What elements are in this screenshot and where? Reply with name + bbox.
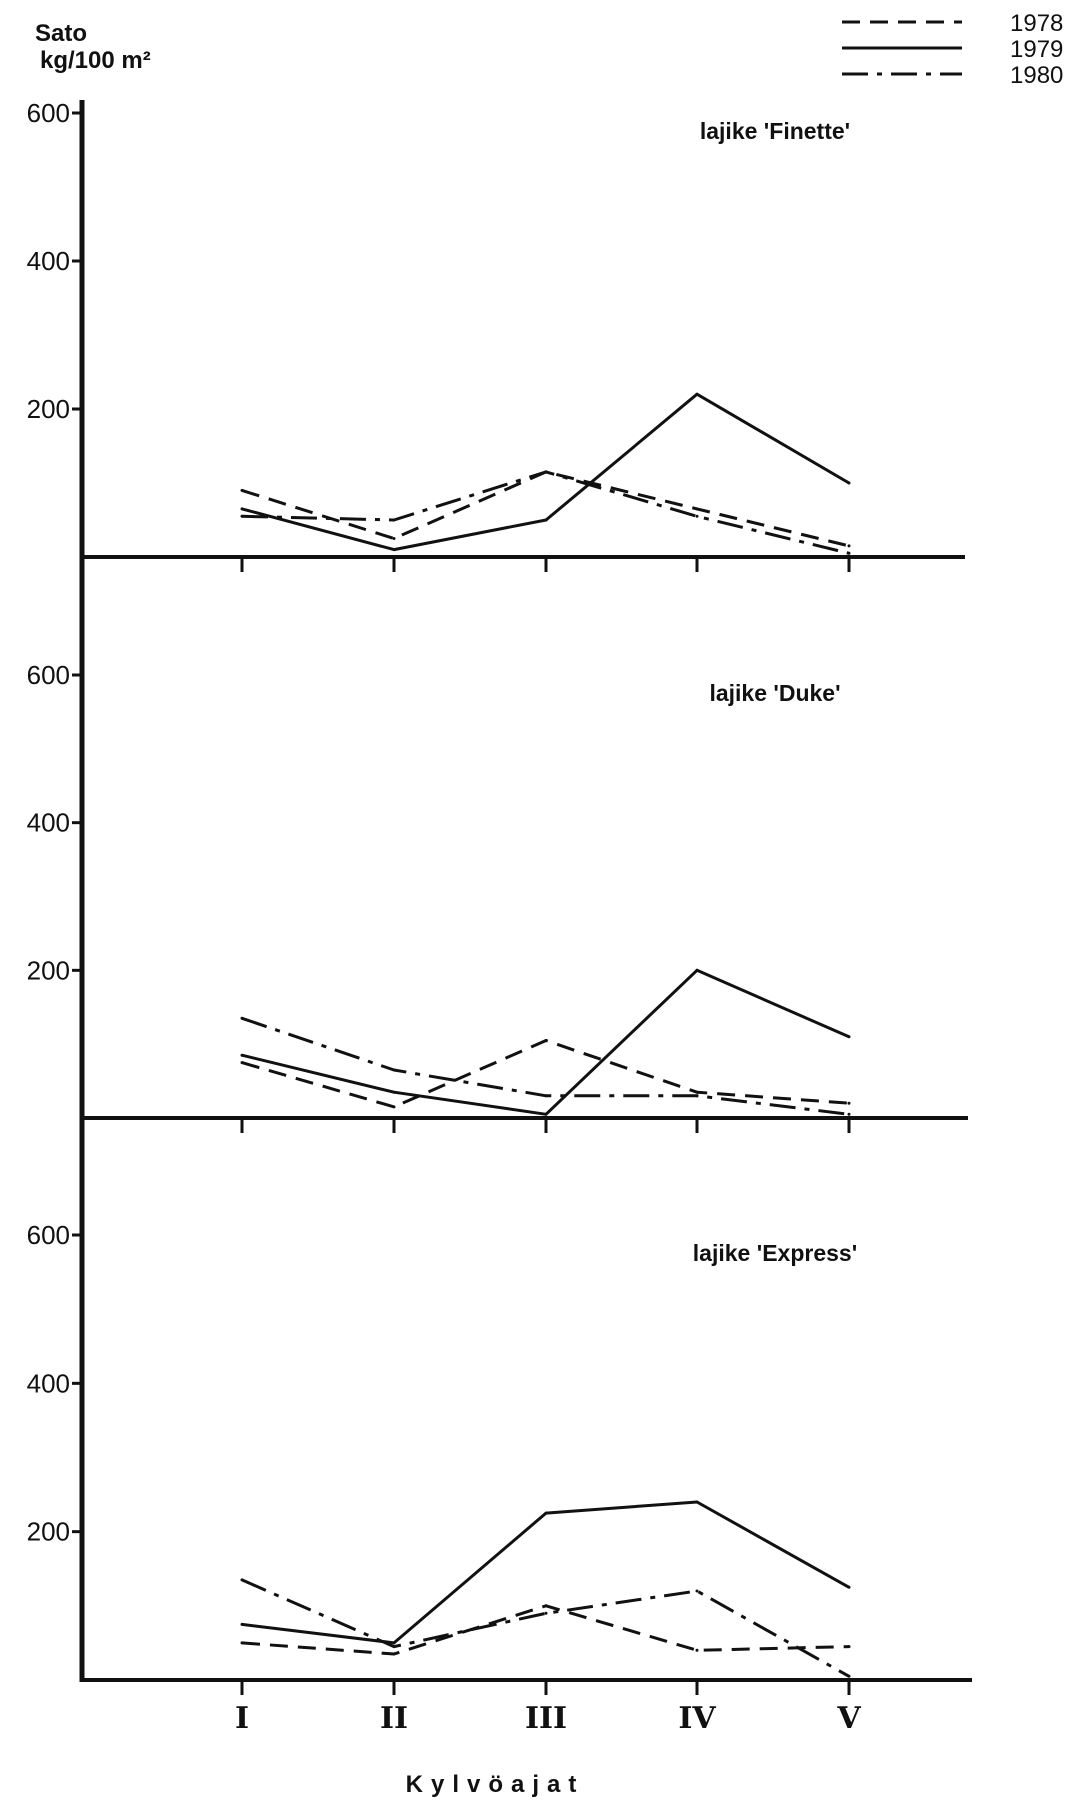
data-point-1980-III — [544, 1094, 548, 1098]
data-point-1979-IV — [695, 1500, 699, 1504]
data-point-1979-V — [847, 1585, 851, 1589]
data-point-1978-II — [392, 1105, 396, 1109]
panel-1: 200 400 600 lajike 'Finette' — [27, 98, 965, 572]
data-point-1979-V — [847, 1035, 851, 1039]
data-point-1978-II — [392, 1652, 396, 1656]
x-axis-label: Kylvöajat — [406, 1771, 585, 1798]
data-point-1978-V — [847, 1101, 851, 1105]
data-point-1979-II — [392, 1090, 396, 1094]
y-tick-label-200: 200 — [27, 955, 70, 985]
data-point-1980-II — [392, 1068, 396, 1072]
data-point-1979-III — [544, 1112, 548, 1116]
panel-title: lajike 'Finette' — [700, 118, 850, 144]
data-point-1980-V — [847, 1112, 851, 1116]
panel-title: lajike 'Express' — [693, 1240, 857, 1266]
y-tick-label-400: 400 — [27, 1368, 70, 1398]
y-tick-label-600: 600 — [27, 98, 70, 128]
data-point-1980-V — [847, 551, 851, 555]
data-point-1979-IV — [695, 968, 699, 972]
x-category-label-I: I — [235, 1701, 249, 1736]
legend-label-1978: 1978 — [1010, 10, 1063, 37]
data-point-1980-I — [240, 514, 244, 518]
y-tick-label-600: 600 — [27, 660, 70, 690]
data-point-1979-III — [544, 518, 548, 522]
chart-panels: 200 400 600 lajike 'Finette' 200 400 600 lajike… — [27, 98, 972, 1736]
data-point-1979-III — [544, 1511, 548, 1515]
x-category-label-III: III — [525, 1701, 567, 1736]
series-line-1980 — [241, 1578, 850, 1678]
data-point-1978-I — [240, 1641, 244, 1645]
x-category-label-V: V — [836, 1701, 861, 1736]
data-point-1980-III — [544, 1611, 548, 1615]
data-point-1978-IV — [695, 1090, 699, 1094]
data-point-1980-IV — [695, 1094, 699, 1098]
data-point-1980-IV — [695, 514, 699, 518]
data-point-1979-IV — [695, 392, 699, 396]
data-point-1980-I — [240, 1016, 244, 1020]
data-point-1978-I — [240, 1061, 244, 1065]
data-point-1980-V — [847, 1674, 851, 1678]
data-point-1978-III — [544, 1604, 548, 1608]
series-line-1980 — [241, 1016, 850, 1116]
data-point-1978-I — [240, 488, 244, 492]
data-point-1979-I — [240, 507, 244, 511]
y-axis-label-line2: kg/100 m² — [40, 47, 151, 74]
data-point-1980-II — [392, 1645, 396, 1649]
x-category-label-IV: IV — [678, 1701, 716, 1736]
panel-2: 200 400 600 lajike 'Duke' — [27, 557, 968, 1133]
data-point-1979-I — [240, 1053, 244, 1057]
y-axis-label-line1: Sato — [35, 20, 87, 47]
data-point-1979-V — [847, 481, 851, 485]
y-tick-label-200: 200 — [27, 1517, 70, 1547]
panel-title: lajike 'Duke' — [709, 680, 840, 706]
y-tick-label-400: 400 — [27, 246, 70, 276]
data-point-1978-V — [847, 544, 851, 548]
data-point-1978-IV — [695, 507, 699, 511]
x-category-label-II: II — [380, 1701, 408, 1736]
data-point-1980-II — [392, 518, 396, 522]
data-point-1979-II — [392, 548, 396, 552]
data-point-1980-III — [544, 470, 548, 474]
data-point-1979-I — [240, 1622, 244, 1626]
legend-label-1979: 1979 — [1010, 36, 1063, 63]
series-line-1979 — [241, 1500, 850, 1645]
data-point-1978-III — [544, 1039, 548, 1042]
data-point-1980-IV — [695, 1589, 699, 1593]
series-line-1980 — [241, 470, 850, 555]
y-tick-label-400: 400 — [27, 808, 70, 838]
data-point-1978-IV — [695, 1648, 699, 1652]
y-tick-label-600: 600 — [27, 1220, 70, 1250]
data-point-1978-II — [392, 537, 396, 540]
y-tick-label-200: 200 — [27, 394, 70, 424]
data-point-1978-V — [847, 1645, 851, 1649]
data-point-1979-II — [392, 1641, 396, 1645]
legend-label-1980: 1980 — [1010, 62, 1063, 89]
data-point-1980-I — [240, 1578, 244, 1582]
